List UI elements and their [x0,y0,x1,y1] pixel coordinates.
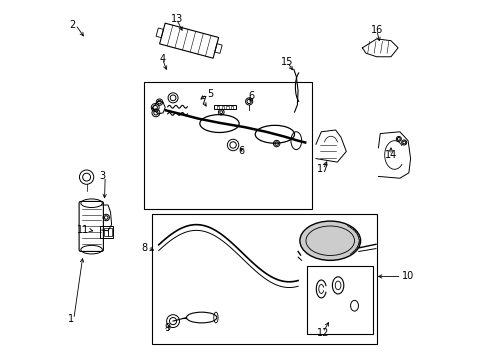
Text: 5: 5 [206,89,213,99]
Text: 1: 1 [67,314,74,324]
Bar [226,106,228,109]
Text: 3: 3 [99,171,105,181]
Bar [214,44,222,53]
Bar [151,214,376,344]
Bar [221,106,224,109]
Text: 16: 16 [370,25,382,35]
Text: 4: 4 [159,54,165,64]
Text: 13: 13 [170,14,183,24]
Text: 14: 14 [384,150,396,160]
Bar [108,228,111,236]
Ellipse shape [299,221,360,260]
Text: 6: 6 [248,91,254,101]
Bar [104,228,107,236]
Text: 10: 10 [401,271,413,282]
Bar [159,23,218,58]
Text: 9: 9 [164,323,170,333]
Text: 15: 15 [281,57,293,67]
Text: 6: 6 [238,147,244,157]
Text: 8: 8 [141,243,147,253]
Bar [214,105,235,109]
Text: 17: 17 [316,164,328,174]
Text: 12: 12 [316,328,328,338]
Bar [144,82,312,208]
Bar [156,28,163,38]
Text: 11: 11 [77,225,89,235]
Bar [100,226,113,238]
Bar [230,106,233,109]
Bar [306,266,372,334]
Bar [217,106,219,109]
Text: 2: 2 [69,19,75,30]
Text: 7: 7 [200,96,206,107]
